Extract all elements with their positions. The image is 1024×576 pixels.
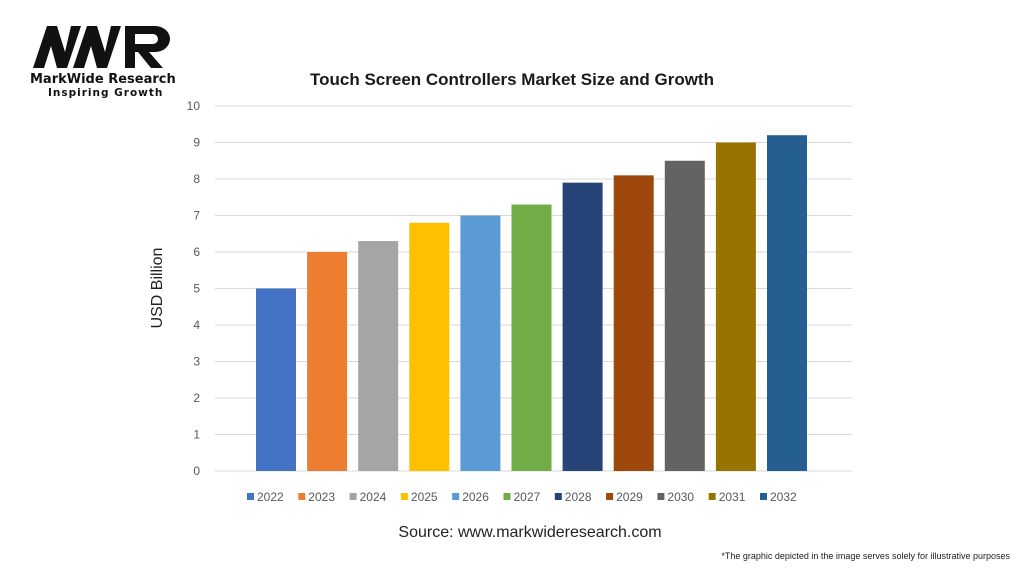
legend-swatch-2031 [708, 493, 716, 500]
brand-tagline: Inspiring Growth [48, 87, 164, 99]
y-tick-label: 3 [193, 355, 200, 369]
legend-label-2028: 2028 [565, 490, 592, 504]
brand-logo: MarkWide Research Inspiring Growth [30, 22, 180, 102]
legend-swatch-2032 [760, 493, 767, 500]
bar-2023 [307, 252, 348, 471]
bar-2022 [256, 288, 296, 471]
legend-label-2027: 2027 [514, 490, 541, 504]
legend-label-2024: 2024 [360, 490, 387, 504]
bar-2026 [460, 215, 501, 471]
legend-swatch-2024 [349, 493, 357, 500]
y-tick-label: 8 [193, 172, 200, 186]
y-axis-label: USD Billion [149, 248, 166, 329]
y-tick-label: 6 [193, 245, 200, 259]
bar-2030 [664, 160, 705, 471]
legend-label-2032: 2032 [770, 490, 797, 504]
y-tick-label: 4 [193, 318, 200, 332]
bar-2027 [511, 204, 552, 472]
legend-swatch-2028 [554, 493, 562, 500]
legend: 2022 2023 2024 2025 2026 2027 2028 2029 2030 2031… [247, 490, 797, 504]
legend-swatch-2030 [657, 493, 665, 500]
chart-title: Touch Screen Controllers Market Size and… [310, 70, 714, 89]
legend-label-2030: 2030 [667, 490, 694, 504]
legend-label-2022: 2022 [257, 490, 284, 504]
legend-label-2023: 2023 [308, 490, 335, 504]
bar-2024 [358, 241, 399, 471]
bar-2032 [767, 135, 807, 471]
legend-swatch-2023 [298, 493, 306, 500]
y-tick-label: 9 [193, 136, 200, 150]
source-text: Source: www.markwideresearch.com [398, 524, 662, 541]
legend-swatch-2025 [400, 493, 408, 500]
legend-label-2029: 2029 [616, 490, 643, 504]
legend-swatch-2027 [503, 493, 511, 500]
y-tick-label: 2 [193, 391, 200, 405]
bar-2028 [562, 182, 603, 471]
legend-label-2031: 2031 [719, 490, 746, 504]
disclaimer-text: *The graphic depicted in the image serve… [721, 551, 1010, 561]
bar-2031 [715, 142, 756, 471]
mwr-logo-icon [33, 26, 170, 68]
bar-2029 [613, 175, 654, 471]
y-tick-label: 10 [187, 99, 201, 113]
legend-label-2025: 2025 [411, 490, 438, 504]
legend-label-2026: 2026 [462, 490, 489, 504]
legend-swatch-2022 [247, 493, 254, 500]
legend-swatch-2029 [606, 493, 614, 500]
y-axis-ticks: 0 1 2 3 4 5 6 7 8 9 10 [187, 99, 201, 478]
legend-swatch-2026 [452, 493, 460, 500]
bar-2025 [409, 222, 450, 471]
y-tick-label: 1 [193, 428, 200, 442]
brand-name: MarkWide Research [30, 72, 176, 87]
y-tick-label: 7 [193, 209, 200, 223]
y-tick-label: 5 [193, 282, 200, 296]
y-tick-label: 0 [193, 464, 200, 478]
bars [256, 135, 807, 472]
